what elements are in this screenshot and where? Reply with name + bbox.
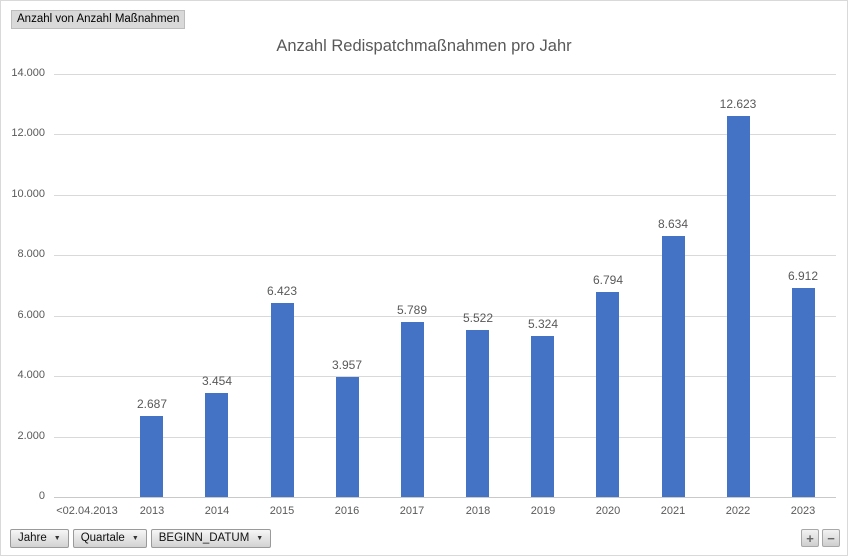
gridline (54, 316, 836, 317)
axis-field-button-quartale[interactable]: Quartale ▼ (72, 529, 147, 548)
axis-field-button-beginn-datum[interactable]: BEGINN_DATUM ▼ (150, 529, 272, 548)
bar (140, 416, 163, 497)
bar-value-label: 6.912 (787, 269, 819, 283)
bar-value-label: 5.789 (396, 303, 428, 317)
bar-value-label: 3.454 (201, 374, 233, 388)
y-axis-tick-label: 10.000 (11, 188, 45, 200)
gridline (54, 376, 836, 377)
x-axis-category-label: 2017 (399, 505, 425, 517)
collapse-minus-button[interactable]: − (822, 529, 840, 547)
y-axis-tick-label: 12.000 (11, 127, 45, 139)
bar (727, 116, 750, 497)
x-axis-line (54, 497, 836, 498)
gridline (54, 437, 836, 438)
chevron-down-icon[interactable]: ▼ (131, 534, 139, 542)
gridline (54, 195, 836, 196)
y-axis-tick-label: 6.000 (17, 309, 45, 321)
y-axis-tick-label: 2.000 (17, 430, 45, 442)
expand-plus-button[interactable]: + (801, 529, 819, 547)
bar-value-label: 6.423 (266, 284, 298, 298)
gridline (54, 134, 836, 135)
x-axis-category-label: 2018 (465, 505, 491, 517)
chart-title: Anzahl Redispatchmaßnahmen pro Jahr (276, 37, 572, 55)
bar-value-label: 3.957 (331, 358, 363, 372)
bar-value-label: 6.794 (592, 273, 624, 287)
x-axis-category-label: <02.04.2013 (56, 505, 118, 517)
bar (596, 292, 619, 497)
y-axis-tick-label: 8.000 (17, 248, 45, 260)
y-axis-tick-label: 4.000 (17, 369, 45, 381)
axis-field-button-jahre[interactable]: Jahre ▼ (10, 529, 69, 548)
bar-value-label: 8.634 (657, 217, 689, 231)
x-axis-category-label: 2022 (725, 505, 751, 517)
bar (205, 393, 228, 497)
x-axis-category-label: 2015 (269, 505, 295, 517)
axis-field-label: Jahre (18, 532, 47, 544)
y-axis-tick-label: 14.000 (11, 67, 45, 79)
values-field-button[interactable]: Anzahl von Anzahl Maßnahmen (11, 10, 186, 29)
x-axis-category-label: 2023 (790, 505, 816, 517)
bar (271, 303, 294, 497)
x-axis-category-label: 2021 (660, 505, 686, 517)
x-axis-category-label: 2020 (595, 505, 621, 517)
gridline (54, 255, 836, 256)
x-axis-category-label: 2014 (204, 505, 230, 517)
axis-field-label: BEGINN_DATUM (158, 532, 250, 544)
bar-value-label: 12.623 (719, 97, 757, 111)
chevron-down-icon[interactable]: ▼ (53, 534, 61, 542)
bar (531, 336, 554, 497)
bar (336, 377, 359, 497)
bar (792, 288, 815, 497)
x-axis-category-label: 2016 (334, 505, 360, 517)
chevron-down-icon[interactable]: ▼ (256, 534, 264, 542)
axis-field-bar: Jahre ▼ Quartale ▼ BEGINN_DATUM ▼ (10, 529, 272, 548)
gridline (54, 74, 836, 75)
expand-collapse-buttons: + − (801, 529, 840, 547)
bar-value-label: 5.324 (527, 317, 559, 331)
bar (662, 236, 685, 497)
bar-value-label: 5.522 (462, 311, 494, 325)
axis-field-label: Quartale (80, 532, 125, 544)
x-axis-category-label: 2019 (530, 505, 556, 517)
bar (466, 330, 489, 497)
x-axis-category-label: 2013 (139, 505, 165, 517)
bar-value-label: 2.687 (136, 397, 168, 411)
bar (401, 322, 424, 497)
y-axis-tick-label: 0 (38, 490, 45, 502)
